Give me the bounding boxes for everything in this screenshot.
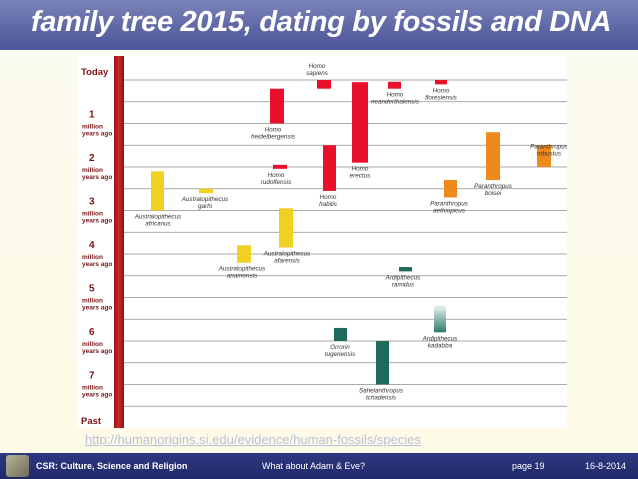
timeline-bar xyxy=(114,56,124,428)
species-label-species: africanus xyxy=(145,221,171,228)
species-label-genus: Australopithecus xyxy=(181,196,229,203)
species-label-genus: Homo xyxy=(268,172,285,179)
tick-unit: million xyxy=(82,341,103,348)
species-bar-homo-sapiens xyxy=(317,80,331,89)
footer-date: 16-8-2014 xyxy=(585,461,627,471)
species-label-species: robustus xyxy=(537,150,562,157)
species-label-species: tchadensis xyxy=(366,395,397,402)
species-label-species: afarensis xyxy=(274,257,300,264)
past-label: Past xyxy=(81,416,102,427)
species-label-genus: Australopithecus xyxy=(134,214,182,221)
species-label-genus: Homo xyxy=(265,127,282,134)
species-bar-homo-rudolfensis xyxy=(273,164,287,169)
species-label-species: ramidus xyxy=(392,281,415,288)
species-label-species: heidelbergensis xyxy=(251,134,296,141)
species-label-genus: Homo xyxy=(320,194,337,201)
species-label-species: boisei xyxy=(485,190,502,197)
tick-unit: million xyxy=(82,254,103,261)
species-label-genus: Ardipithecus xyxy=(385,274,422,281)
species-label-species: rudolfensis xyxy=(261,179,292,186)
species-label-genus: Homo xyxy=(352,166,369,173)
species-label-genus: Paranthropus xyxy=(430,200,469,207)
tick-number: 4 xyxy=(89,240,95,251)
tick-number: 6 xyxy=(89,327,95,338)
species-label-species: erectus xyxy=(350,173,372,180)
species-label-genus: Australopithecus xyxy=(263,250,311,257)
species-label-genus: Paranthropus xyxy=(530,143,567,150)
tick-number: 1 xyxy=(89,110,95,121)
tick-unit: million xyxy=(82,211,103,218)
logo-icon xyxy=(6,455,29,477)
species-bar-paranthropus-boisei xyxy=(486,132,500,181)
species-label-species: aethiopicus xyxy=(433,207,466,214)
species-label-species: floresiensis xyxy=(425,94,457,101)
species-label-species: habilis xyxy=(319,201,338,208)
species-bar-homo-habilis xyxy=(323,145,336,191)
tick-unit: million xyxy=(82,298,103,305)
footer-course: CSR: Culture, Science and Religion xyxy=(36,461,188,471)
source-link[interactable]: http://humanorigins.si.edu/evidence/huma… xyxy=(85,432,422,447)
species-label-genus: Homo xyxy=(433,87,450,94)
species-bar-homo-erectus xyxy=(352,82,368,163)
slide-title: family tree 2015, dating by fossils and … xyxy=(31,6,612,38)
species-label-species: garhi xyxy=(198,203,213,210)
tick-unit: years ago xyxy=(82,392,112,399)
species-bar-orrorin-tugenensis xyxy=(334,327,347,341)
today-label: Today xyxy=(81,67,109,78)
tick-unit: years ago xyxy=(82,305,112,312)
species-label-species: tugenensis xyxy=(325,351,356,358)
tick-unit: million xyxy=(82,167,103,174)
species-label-genus: Paranthropus xyxy=(474,183,513,190)
species-bar-homo-neanderthalensis xyxy=(388,81,401,89)
tick-unit: years ago xyxy=(82,131,112,138)
tick-unit: million xyxy=(82,124,103,131)
species-label-species: neanderthalensis xyxy=(371,99,420,106)
species-bar-sahelanthropus-tchadensis xyxy=(376,341,389,385)
footer-page: page 19 xyxy=(512,461,545,471)
footer-bar: CSR: Culture, Science and Religion What … xyxy=(0,453,638,479)
species-bar-ardipithecus-ramidus xyxy=(399,267,412,272)
tick-unit: years ago xyxy=(82,261,112,268)
species-label-genus: Homo xyxy=(387,92,404,99)
species-bar-australopithecus-anamensis xyxy=(237,245,251,263)
species-bar-paranthropus-robustus xyxy=(537,145,551,167)
tick-number: 2 xyxy=(89,153,95,164)
species-label-genus: Orrorin xyxy=(330,344,350,351)
species-label-species: sapiens xyxy=(306,70,329,77)
species-bar-homo-floresiensis xyxy=(435,80,447,85)
tick-unit: years ago xyxy=(82,218,112,225)
tick-unit: years ago xyxy=(82,348,112,355)
species-bar-australopithecus-garhi xyxy=(199,188,213,194)
species-label-species: anamensis xyxy=(227,273,258,280)
species-bar-homo-heidelbergensis xyxy=(270,88,284,124)
species-label-species: kadabba xyxy=(428,342,453,349)
species-label-genus: Australopithecus xyxy=(218,266,266,273)
species-bar-australopithecus-afarensis xyxy=(279,208,293,248)
family-tree-chart: Today Past 1 million years ago 2 million year… xyxy=(77,56,567,428)
title-bar: family tree 2015, dating by fossils and … xyxy=(0,0,638,50)
species-bar-paranthropus-aethiopicus xyxy=(444,180,457,198)
species-label-genus: Sahelanthropus xyxy=(359,388,404,395)
species-bar-australopithecus-africanus xyxy=(151,171,164,211)
tick-unit: years ago xyxy=(82,174,112,181)
tick-number: 3 xyxy=(89,197,95,208)
species-label-genus: Homo xyxy=(309,63,326,70)
footer-topic: What about Adam & Eve? xyxy=(262,461,366,471)
tick-unit: million xyxy=(82,385,103,392)
species-bar-fade xyxy=(434,306,446,333)
tick-number: 5 xyxy=(89,284,95,295)
tick-number: 7 xyxy=(89,371,95,382)
species-label-genus: Ardipithecus xyxy=(422,335,459,342)
